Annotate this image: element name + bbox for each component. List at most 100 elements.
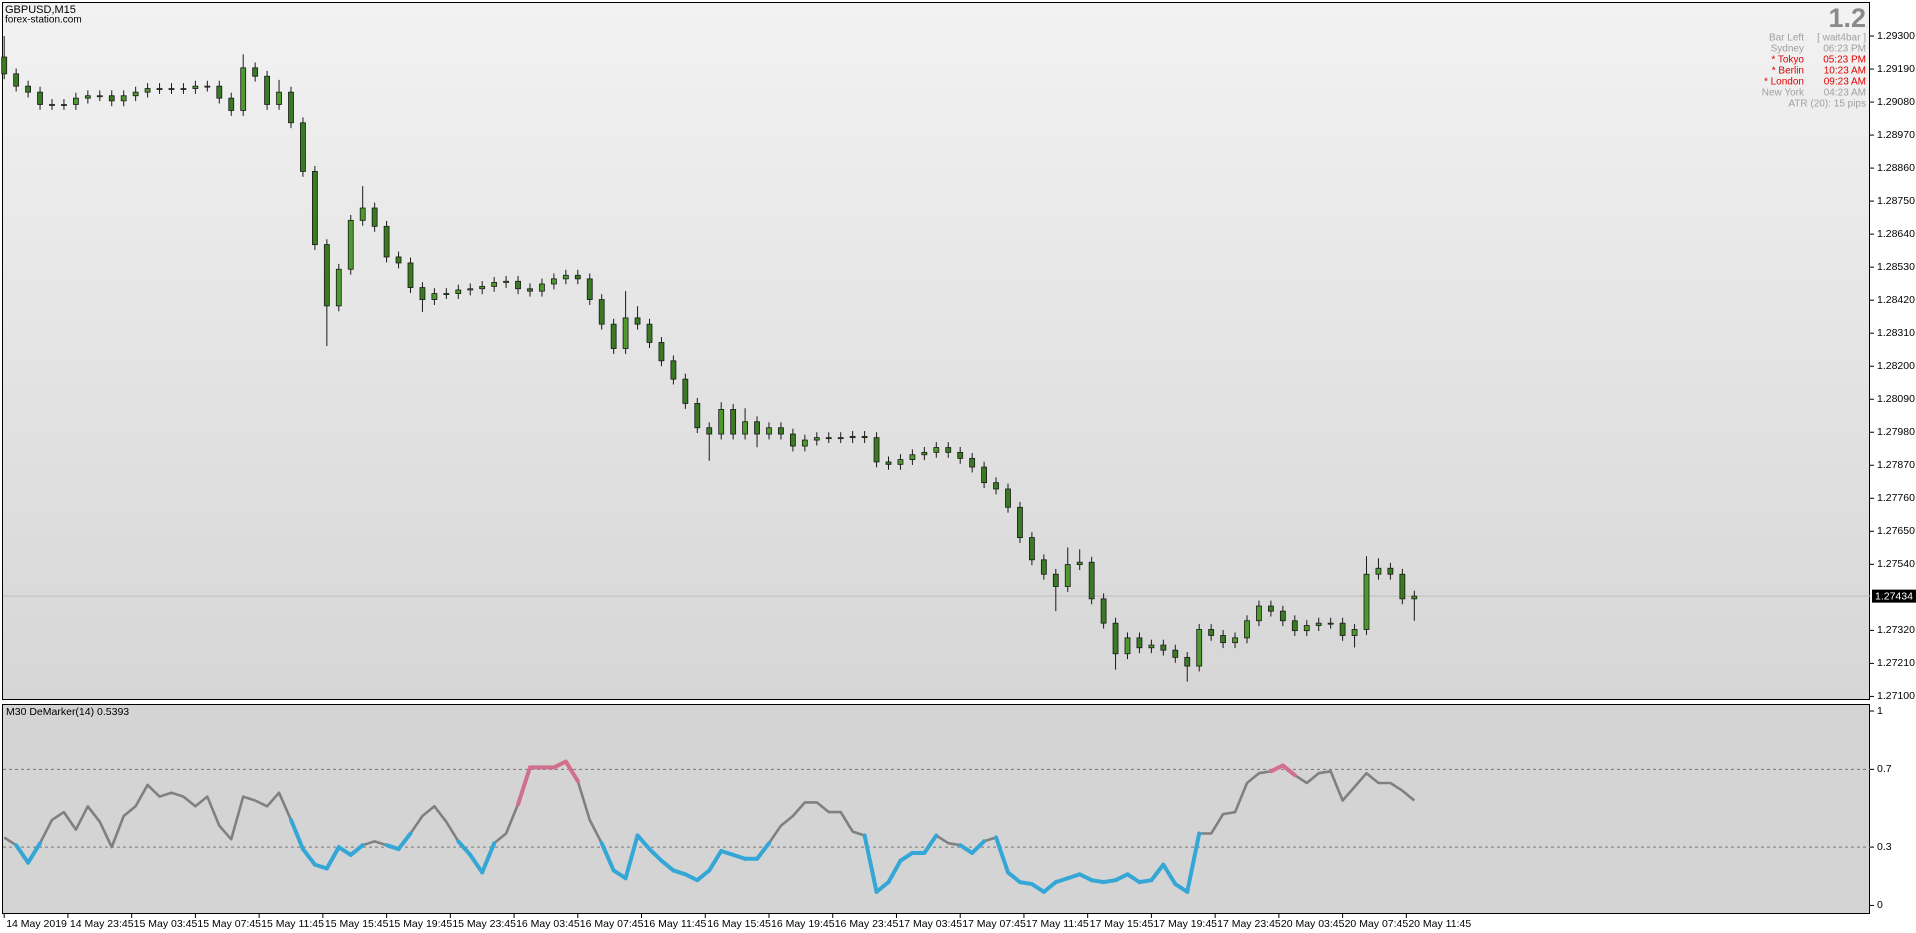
x-tick-label: 17 May 15:45 [1090,918,1154,930]
indicator-zone-segment [384,843,401,852]
indicator-zone-segment [456,839,473,857]
symbol: GBPUSD,M15 [5,4,76,16]
candle-body [574,274,581,280]
indicator-zone-segment [14,843,31,865]
candle-body [1100,598,1107,624]
indicator-zone-segment [516,765,532,807]
x-tick-label: 16 May 19:45 [771,918,835,930]
candle-body [503,280,509,283]
indicator-zone-segment [563,759,580,784]
candle-body [479,285,486,290]
indicator-zone-segment [874,880,891,894]
info-label: * London [1764,77,1804,88]
indicator-zone-segment [862,833,879,894]
indicator-zone-segment [958,843,975,855]
indicator-zone-segment [1017,880,1034,887]
y-tick-label: 1.29300 [1877,30,1915,42]
y-tick-label: 1.28860 [1877,162,1915,174]
candle-body [252,67,259,77]
indicator-zone-segment [1173,882,1190,894]
candle-body [849,436,856,439]
indicator-zone-segment [300,847,317,867]
candle-body [1351,629,1358,636]
candle-body [347,219,354,270]
candle-body [861,436,868,439]
indicator-zone-segment [551,759,568,770]
indicator-zone-segment [1101,878,1118,885]
candle-body [407,262,414,288]
indicator-zone-segment [623,833,640,881]
y-tick-label: 1.29190 [1877,63,1915,75]
candle-body [515,280,521,290]
candle-body [264,75,270,105]
candle-body [897,459,904,465]
indicator-zone-segment [1077,872,1094,883]
indicator-zone-segment [468,852,485,875]
candle-body [192,85,199,89]
indicator-zone-segment [26,841,43,865]
y-tick-label: 1.27870 [1877,459,1915,471]
candle-body [873,437,880,463]
y-tick-label: 1.27650 [1877,525,1915,537]
candle-body [144,88,151,93]
indicator-zone-segment [671,868,688,877]
candle-body [1136,637,1143,649]
candle-body [72,97,79,105]
x-tick-label: 17 May 03:45 [898,918,962,930]
candle-body [706,427,713,435]
candle-body [443,293,450,295]
x-tick-label: 20 May 07:45 [1345,918,1409,930]
candle-body [1411,595,1418,600]
candle-body [1029,537,1035,561]
indicator-zone-segment [1041,880,1058,894]
indicator-zone-segment [1268,763,1285,774]
info-value: 04:23 AM [1824,88,1866,99]
candle-body [778,427,784,435]
candle-body [1160,644,1167,651]
indicator-title: M30 DeMarker(14) 0.5393 [6,706,129,718]
candle-body [1363,573,1370,630]
indicator-zone-segment [348,843,365,857]
candle-body [766,427,772,435]
x-tick-label: 16 May 03:45 [516,918,580,930]
candle-body [156,88,163,90]
y-tick-label: 1.28200 [1877,360,1915,372]
info-label: * Tokyo [1771,55,1804,66]
y-tick-label: 0.3 [1877,841,1892,853]
indicator-zone-segment [1149,862,1166,883]
y-tick-label: 1.28750 [1877,195,1915,207]
x-tick-label: 14 May 23:45 [70,918,134,930]
indicator-zone-segment [324,845,341,871]
candle-body [204,85,211,88]
indicator-zone-segment [731,852,748,861]
indicator-zone-segment [1137,878,1154,885]
candle-body [1196,629,1203,667]
candle-body [1375,567,1382,575]
candle-body [1076,561,1083,566]
x-tick-label: 20 May 11:45 [1408,918,1471,930]
candle-body [981,466,988,484]
candle-body [945,447,952,453]
candle-body [13,73,20,87]
info-value: 10:23 AM [1824,66,1866,77]
candle-body [228,97,235,111]
indicator-zone-segment [1185,831,1202,894]
x-tick-label: 15 May 07:45 [197,918,261,930]
candle-body [586,278,593,300]
version: 1.2 [1828,3,1866,33]
indicator-zone-segment [898,850,915,863]
candle-body [813,437,820,441]
x-tick-label: 16 May 23:45 [835,918,899,930]
candle-body [742,421,748,435]
y-tick-label: 1.27320 [1877,624,1915,636]
y-tick-label: 1.27100 [1877,690,1915,702]
candle-body [311,170,318,246]
x-tick-label: 16 May 11:45 [644,918,707,930]
candle-body [634,317,641,325]
y-tick-label: 1.28090 [1877,393,1915,405]
candle-body [527,288,533,292]
indicator-zone-segment [1053,876,1070,885]
indicator-zone-segment [611,868,628,881]
